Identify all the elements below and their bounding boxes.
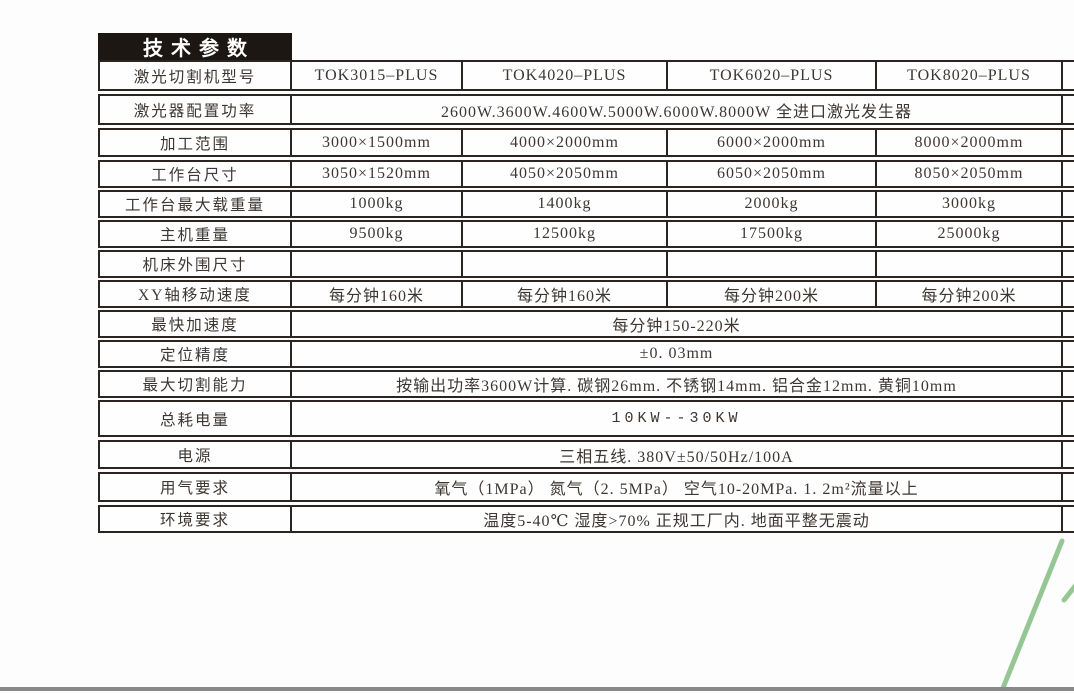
row-value: 4050×2050mm [463,162,668,186]
row-edge-sliver [1063,162,1074,186]
row-label: 最快加速度 [100,312,292,336]
row-value: 6050×2050mm [668,162,877,186]
row-edge-sliver [1063,96,1074,123]
table-row: 总耗电量 10KW--30KW [98,400,1074,437]
row-value: 3000kg [877,192,1063,216]
row-value: 每分钟200米 [668,282,877,306]
row-value-merged: 2600W.3600W.4600W.5000W.6000W.8000W 全进口激… [292,96,1063,123]
row-value: 12500kg [463,222,668,246]
row-edge-sliver [1063,192,1074,216]
table-row: 激光切割机型号 TOK3015–PLUS TOK4020–PLUS TOK6020–P… [98,60,1074,91]
row-value-merged: 温度5-40℃ 湿度>70% 正规工厂内. 地面平整无震动 [292,507,1063,531]
row-edge-sliver [1063,282,1074,306]
row-value: TOK4020–PLUS [463,62,668,89]
row-edge-sliver [1063,402,1074,435]
row-value: 每分钟160米 [463,282,668,306]
row-value-merged: 每分钟150-220米 [292,312,1063,336]
row-edge-sliver [1063,474,1074,500]
row-label: 激光切割机型号 [100,62,292,89]
row-value: 6000×2000mm [668,130,877,155]
row-value: 1400kg [463,192,668,216]
row-edge-sliver [1063,507,1074,531]
row-label: 工作台尺寸 [100,162,292,186]
table-row: 环境要求 温度5-40℃ 湿度>70% 正规工厂内. 地面平整无震动 [98,505,1074,533]
row-label: 最大切割能力 [100,372,292,396]
row-value: 1000kg [292,192,463,216]
row-edge-sliver [1063,62,1074,89]
table-row: 电源 三相五线. 380V±50/50Hz/100A [98,440,1074,469]
row-value [292,252,463,276]
row-value: TOK8020–PLUS [877,62,1063,89]
row-edge-sliver [1063,372,1074,396]
row-value-merged: 按输出功率3600W计算. 碳钢26mm. 不锈钢14mm. 铝合金12mm. … [292,372,1063,396]
row-value-merged: 氧气（1MPa） 氮气（2. 5MPa） 空气10-20MPa. 1. 2m²流… [292,474,1063,500]
row-value-merged: ±0. 03mm [292,342,1063,366]
row-label: 用气要求 [100,474,292,500]
row-value [877,252,1063,276]
table-row: 工作台尺寸 3050×1520mm 4050×2050mm 6050×2050mm 80… [98,160,1074,188]
row-value: 8050×2050mm [877,162,1063,186]
row-value: 8000×2000mm [877,130,1063,155]
row-value-merged: 10KW--30KW [292,402,1063,435]
row-value [463,252,668,276]
table-row: 加工范围 3000×1500mm 4000×2000mm 6000×2000mm 800… [98,128,1074,157]
row-value: 2000kg [668,192,877,216]
row-label: 工作台最大载重量 [100,192,292,216]
row-edge-sliver [1063,222,1074,246]
table-row: 激光器配置功率 2600W.3600W.4600W.5000W.6000W.800… [98,94,1074,125]
row-value: TOK3015–PLUS [292,62,463,89]
row-label: 激光器配置功率 [100,96,292,123]
table-row: 最快加速度 每分钟150-220米 [98,310,1074,338]
row-edge-sliver [1063,442,1074,467]
green-short-line [1061,583,1074,603]
row-value: 4000×2000mm [463,130,668,155]
row-value: 9500kg [292,222,463,246]
row-value-merged: 三相五线. 380V±50/50Hz/100A [292,442,1063,467]
row-label: 机床外围尺寸 [100,252,292,276]
row-edge-sliver [1063,130,1074,155]
row-label: 电源 [100,442,292,467]
table-row: 机床外围尺寸 [98,250,1074,278]
row-label: 总耗电量 [100,402,292,435]
row-value: 25000kg [877,222,1063,246]
row-value [668,252,877,276]
row-value: 每分钟200米 [877,282,1063,306]
table-row: 主机重量 9500kg 12500kg 17500kg 25000kg [98,220,1074,248]
row-edge-sliver [1063,312,1074,336]
row-value: TOK6020–PLUS [668,62,877,89]
bottom-edge-bar [0,687,1074,691]
table-row: 定位精度 ±0. 03mm [98,340,1074,368]
table-row: 工作台最大载重量 1000kg 1400kg 2000kg 3000kg [98,190,1074,218]
row-value: 每分钟160米 [292,282,463,306]
row-value: 17500kg [668,222,877,246]
row-edge-sliver [1063,342,1074,366]
row-value: 3050×1520mm [292,162,463,186]
table-row: XY轴移动速度 每分钟160米 每分钟160米 每分钟200米 每分钟200米 [98,280,1074,308]
table-row: 用气要求 氧气（1MPa） 氮气（2. 5MPa） 空气10-20MPa. 1. … [98,472,1074,502]
table-row: 最大切割能力 按输出功率3600W计算. 碳钢26mm. 不锈钢14mm. 铝合金… [98,370,1074,398]
row-label: XY轴移动速度 [100,282,292,306]
row-label: 环境要求 [100,507,292,531]
row-label: 加工范围 [100,130,292,155]
row-edge-sliver [1063,252,1074,276]
row-label: 定位精度 [100,342,292,366]
page-title: 技术参数 [98,33,292,60]
spec-table: 激光切割机型号 TOK3015–PLUS TOK4020–PLUS TOK6020–P… [98,60,1074,533]
row-label: 主机重量 [100,222,292,246]
green-diagonal-line [1000,538,1065,691]
row-value: 3000×1500mm [292,130,463,155]
